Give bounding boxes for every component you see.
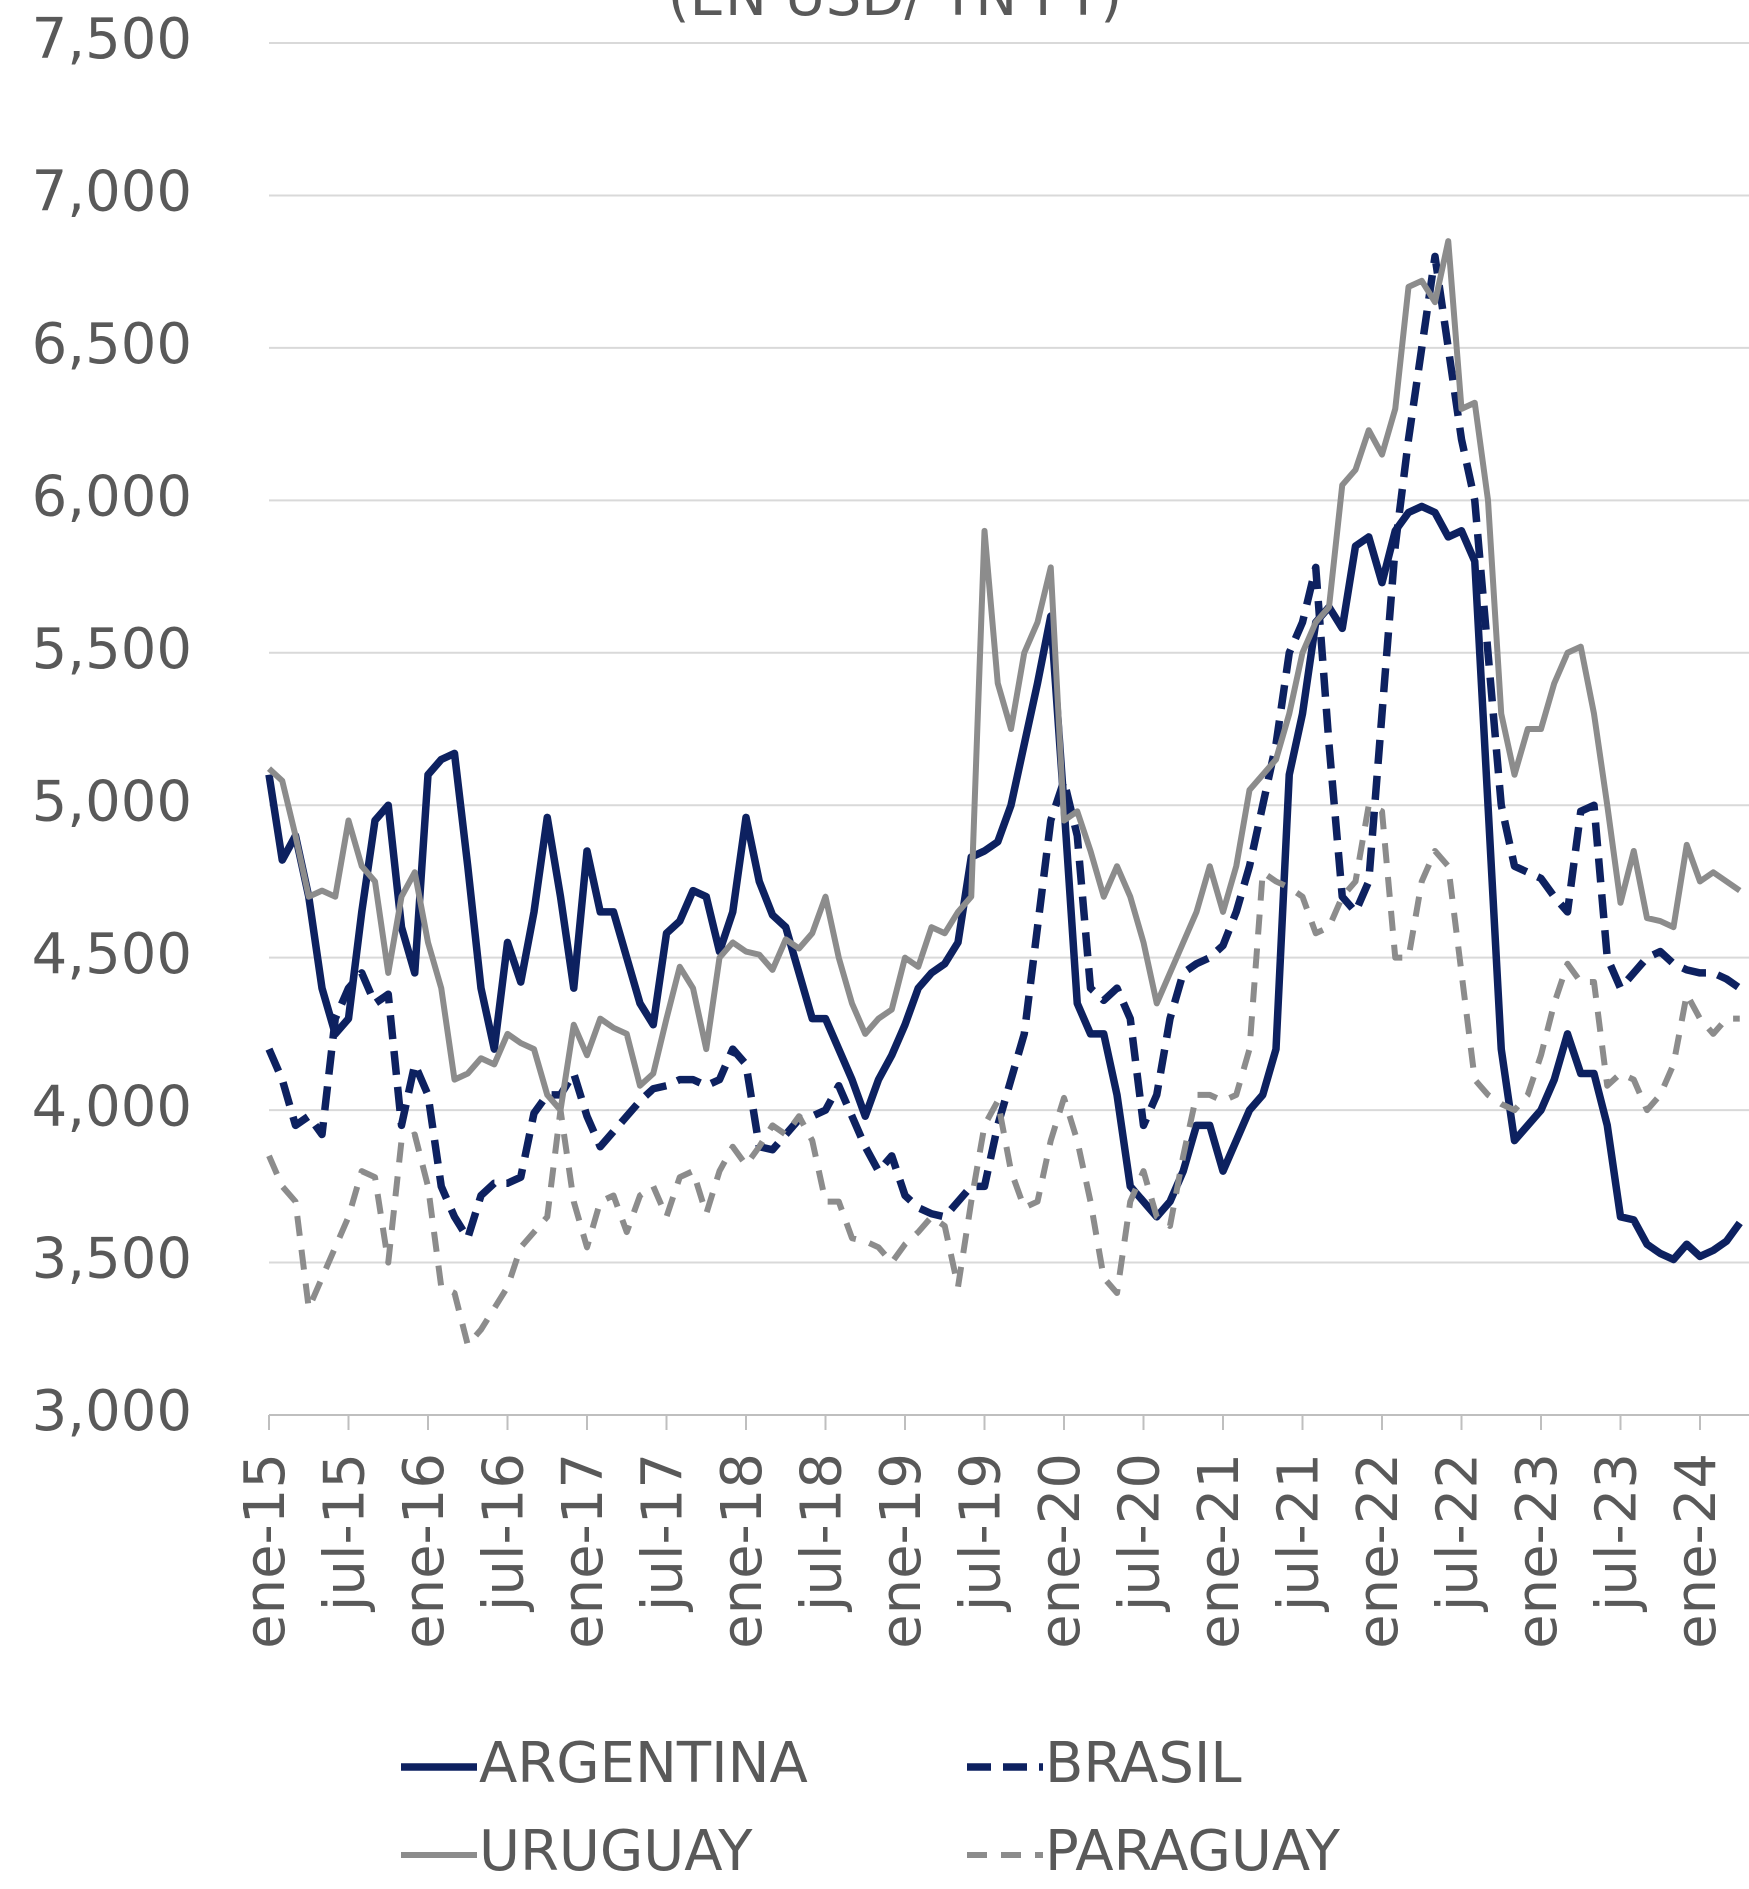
legend-label: URUGUAY xyxy=(479,1819,753,1884)
y-tick-label: 7,000 xyxy=(32,160,192,225)
x-tick-label: jul-18 xyxy=(790,1453,855,1613)
x-tick-label: jul-21 xyxy=(1267,1453,1332,1613)
x-tick-label: ene-16 xyxy=(392,1453,457,1649)
y-tick-label: 4,500 xyxy=(32,922,192,987)
x-tick-label: jul-23 xyxy=(1585,1453,1650,1613)
y-tick-label: 3,500 xyxy=(32,1227,192,1292)
x-tick-label: jul-16 xyxy=(472,1453,537,1613)
x-tick-label: ene-19 xyxy=(869,1453,934,1649)
y-tick-label: 3,000 xyxy=(32,1379,192,1444)
x-tick-label: jul-20 xyxy=(1108,1453,1173,1613)
series-line xyxy=(265,252,1742,1242)
series-line xyxy=(265,502,1743,1264)
x-tick-label: ene-18 xyxy=(710,1453,775,1649)
y-tick-label: 5,000 xyxy=(32,769,192,834)
y-tick-label: 5,500 xyxy=(32,617,192,682)
y-tick-label: 7,500 xyxy=(32,7,192,72)
legend-label: PARAGUAY xyxy=(1045,1819,1341,1884)
x-tick-label: jul-15 xyxy=(313,1453,378,1613)
x-tick-label: ene-17 xyxy=(551,1453,616,1649)
chart-title: (EN USD/ TN FT) xyxy=(668,0,1122,29)
y-tick-label: 4,000 xyxy=(32,1074,192,1139)
series-line xyxy=(266,238,1742,1114)
y-tick-label: 6,500 xyxy=(32,312,192,377)
series-line xyxy=(266,802,1740,1348)
x-tick-label: jul-17 xyxy=(631,1453,696,1613)
x-tick-label: ene-22 xyxy=(1346,1453,1411,1649)
x-tick-label: ene-15 xyxy=(233,1453,298,1649)
legend-label: ARGENTINA xyxy=(479,1731,808,1796)
x-tick-label: ene-20 xyxy=(1028,1453,1093,1649)
x-tick-label: jul-22 xyxy=(1426,1453,1491,1613)
x-tick-label: jul-19 xyxy=(949,1453,1014,1613)
legend-label: BRASIL xyxy=(1045,1731,1242,1796)
y-tick-label: 6,000 xyxy=(32,464,192,529)
x-tick-label: ene-23 xyxy=(1505,1453,1570,1649)
x-tick-label: ene-24 xyxy=(1664,1453,1729,1649)
x-tick-label: ene-21 xyxy=(1187,1453,1252,1649)
